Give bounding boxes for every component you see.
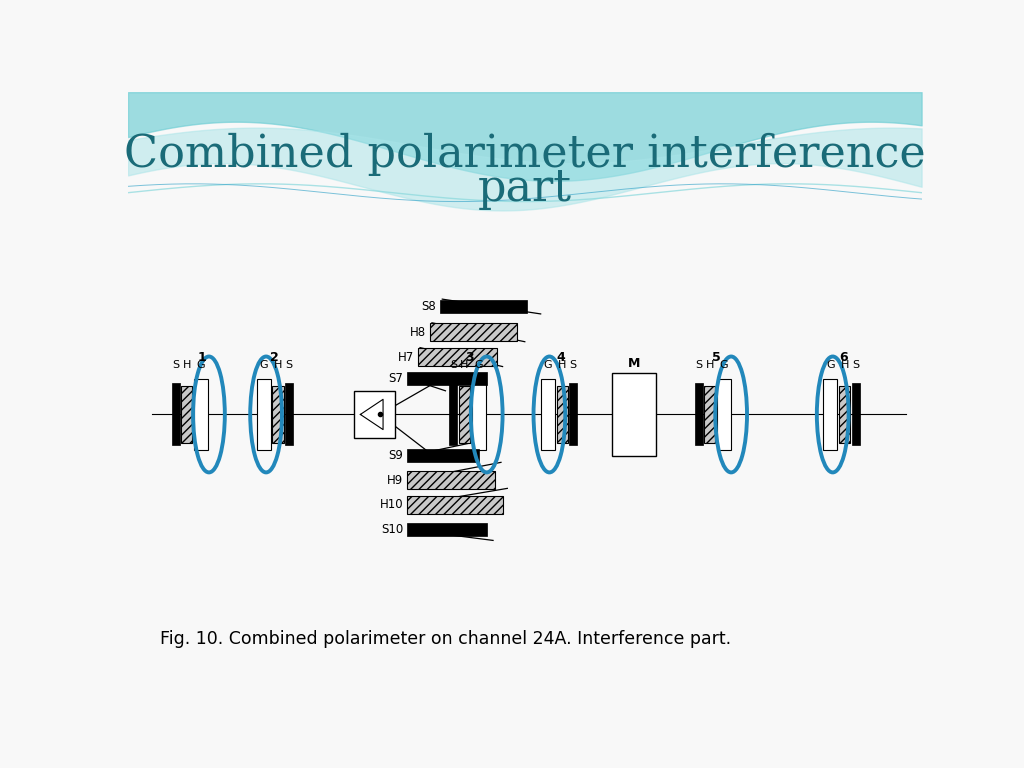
Text: 1: 1 xyxy=(198,351,206,364)
Bar xyxy=(459,386,470,442)
Bar xyxy=(181,386,193,442)
Text: Combined polarimeter interference: Combined polarimeter interference xyxy=(124,133,926,176)
Text: G: G xyxy=(197,360,206,370)
Bar xyxy=(557,386,567,442)
Bar xyxy=(569,383,578,445)
Bar xyxy=(285,383,293,445)
Text: part: part xyxy=(478,167,571,210)
Bar xyxy=(541,379,555,450)
Text: H: H xyxy=(461,360,469,370)
Bar xyxy=(408,472,495,489)
Bar xyxy=(408,449,479,462)
Text: S: S xyxy=(172,360,179,370)
Bar xyxy=(272,386,284,442)
Bar xyxy=(839,386,850,442)
Text: 6: 6 xyxy=(840,351,848,364)
Text: G: G xyxy=(544,360,552,370)
Bar xyxy=(418,348,497,366)
Bar xyxy=(440,300,527,313)
Text: H: H xyxy=(182,360,190,370)
Bar xyxy=(694,383,702,445)
Bar xyxy=(717,379,731,450)
Bar xyxy=(450,383,458,445)
Text: G: G xyxy=(259,360,268,370)
Bar xyxy=(852,383,860,445)
Bar xyxy=(705,386,715,442)
Text: S: S xyxy=(286,360,293,370)
Text: G: G xyxy=(474,360,483,370)
Text: H: H xyxy=(706,360,714,370)
Text: H7: H7 xyxy=(397,350,414,363)
Text: S: S xyxy=(450,360,457,370)
Text: 4: 4 xyxy=(556,351,565,364)
Text: H: H xyxy=(558,360,566,370)
Text: G: G xyxy=(826,360,835,370)
Text: S: S xyxy=(852,360,859,370)
Text: S: S xyxy=(695,360,702,370)
Bar xyxy=(354,391,395,438)
Bar xyxy=(408,496,503,514)
Bar xyxy=(823,379,838,450)
Bar xyxy=(430,323,517,341)
Bar xyxy=(408,523,486,536)
Text: H: H xyxy=(273,360,283,370)
Text: H9: H9 xyxy=(387,474,403,487)
Text: S: S xyxy=(569,360,577,370)
Bar xyxy=(612,373,655,456)
Bar xyxy=(172,383,179,445)
Text: S7: S7 xyxy=(388,372,403,386)
Bar xyxy=(257,379,270,450)
Bar xyxy=(472,379,486,450)
Text: S9: S9 xyxy=(388,449,403,462)
Text: S8: S8 xyxy=(421,300,436,313)
Text: H8: H8 xyxy=(410,326,426,339)
Text: 2: 2 xyxy=(270,351,280,364)
Text: 3: 3 xyxy=(465,351,473,364)
Text: 5: 5 xyxy=(713,351,721,364)
Bar xyxy=(408,372,486,386)
Bar xyxy=(194,379,208,450)
Text: M: M xyxy=(628,357,640,370)
Text: G: G xyxy=(720,360,728,370)
Text: H10: H10 xyxy=(380,498,403,511)
Text: Fig. 10. Combined polarimeter on channel 24A. Interference part.: Fig. 10. Combined polarimeter on channel… xyxy=(160,630,731,647)
Text: H: H xyxy=(841,360,849,370)
Text: S10: S10 xyxy=(381,523,403,536)
